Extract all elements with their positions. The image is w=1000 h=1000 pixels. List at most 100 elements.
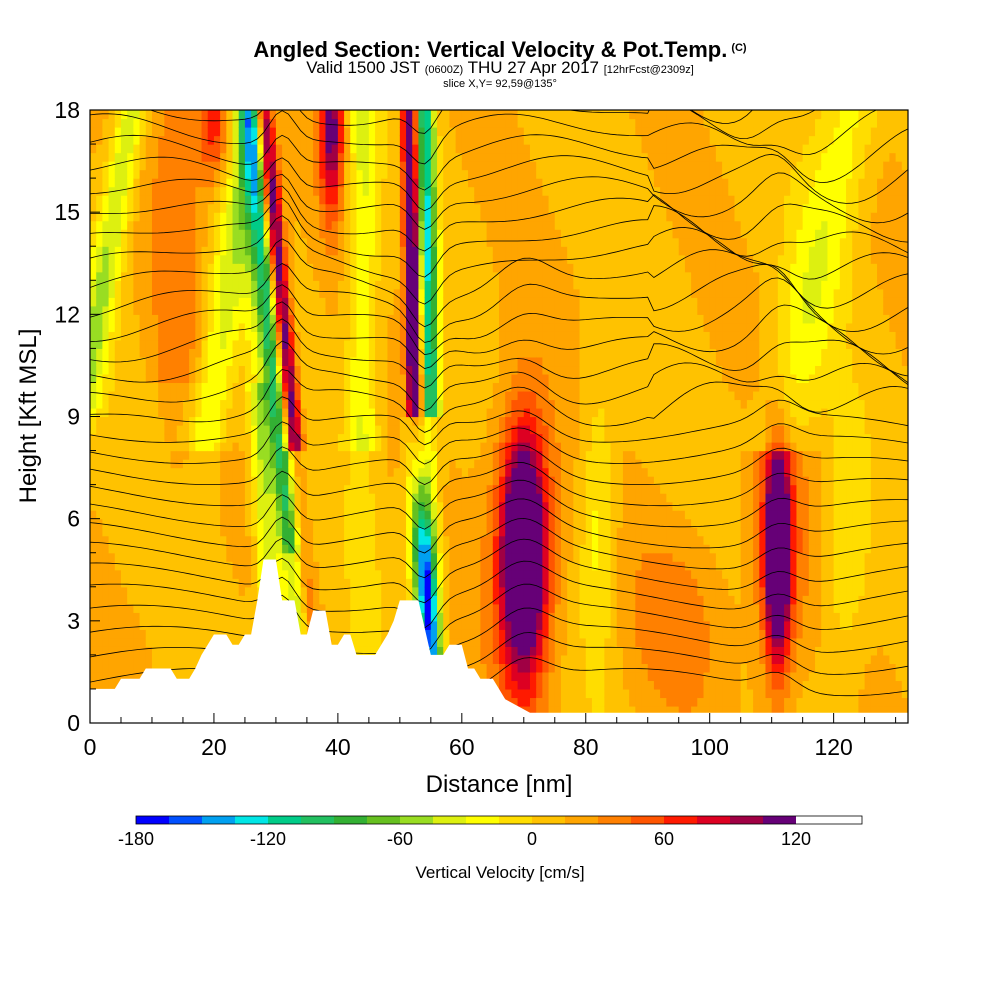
field-cell <box>505 365 512 375</box>
field-cell <box>505 161 512 171</box>
field-cell <box>387 527 395 537</box>
field-cell <box>96 229 103 239</box>
field-cell <box>189 510 196 520</box>
field-cell <box>114 595 122 605</box>
field-cell <box>102 382 110 392</box>
field-cell <box>275 467 283 477</box>
field-cell <box>108 399 116 409</box>
field-cell <box>108 637 116 647</box>
field-cell <box>189 195 196 205</box>
field-cell <box>368 416 376 426</box>
field-cell <box>213 212 221 222</box>
field-cell <box>331 603 339 613</box>
field-cell <box>368 561 376 571</box>
field-cell <box>381 425 389 435</box>
field-cell <box>486 612 494 622</box>
field-cell <box>406 178 413 188</box>
field-cell <box>505 501 512 511</box>
field-cell <box>362 467 370 477</box>
field-cell <box>213 365 221 375</box>
field-cell <box>275 561 283 571</box>
field-cell <box>213 476 221 486</box>
field-cell <box>381 314 389 324</box>
field-cell <box>102 203 110 213</box>
field-cell <box>139 663 147 673</box>
field-cell <box>313 416 320 426</box>
field-cell <box>480 663 488 673</box>
field-cell <box>139 629 147 639</box>
field-cell <box>505 595 512 605</box>
field-cell <box>461 484 469 494</box>
field-cell <box>164 382 172 392</box>
field-cell <box>226 620 234 630</box>
field-cell <box>257 382 265 392</box>
field-cell <box>133 569 141 579</box>
field-cell <box>127 144 134 154</box>
field-cell <box>306 416 314 426</box>
field-cell <box>288 373 296 384</box>
field-cell <box>232 552 240 562</box>
field-cell <box>313 314 320 324</box>
field-cell <box>294 152 302 162</box>
field-cell <box>418 484 426 494</box>
field-cell <box>449 186 457 196</box>
field-cell <box>356 254 364 264</box>
field-cell <box>244 510 252 520</box>
field-cell <box>325 425 333 435</box>
field-cell <box>127 433 134 443</box>
field-cell <box>232 356 240 367</box>
field-cell <box>238 314 246 324</box>
field-cell <box>461 450 469 460</box>
field-cell <box>133 671 141 682</box>
field-cell <box>127 450 134 460</box>
field-cell <box>244 569 252 579</box>
field-cell <box>362 297 370 307</box>
field-cell <box>90 237 97 247</box>
field-cell <box>412 484 420 494</box>
field-cell <box>102 680 110 690</box>
field-cell <box>114 271 122 281</box>
field-cell <box>505 544 512 554</box>
field-cell <box>511 382 519 392</box>
field-cell <box>499 629 506 639</box>
field-cell <box>269 305 277 315</box>
field-cell <box>257 467 265 477</box>
field-cell <box>151 527 159 537</box>
field-cell <box>102 569 110 579</box>
field-cell <box>393 527 401 537</box>
field-cell <box>375 144 382 154</box>
field-cell <box>176 161 184 171</box>
field-cell <box>114 203 122 213</box>
field-cell <box>244 280 252 290</box>
field-cell <box>356 288 364 298</box>
field-cell <box>151 637 159 647</box>
field-cell <box>474 331 482 341</box>
field-cell <box>344 390 351 401</box>
field-cell <box>232 212 240 222</box>
field-cell <box>201 399 209 409</box>
field-cell <box>282 501 289 511</box>
field-cell <box>151 322 159 332</box>
field-cell <box>182 271 190 281</box>
field-cell <box>300 314 308 324</box>
field-cell <box>511 127 519 137</box>
field-cell <box>133 663 141 673</box>
field-cell <box>393 297 401 307</box>
field-cell <box>170 314 178 324</box>
field-cell <box>362 442 370 452</box>
field-cell <box>443 237 451 247</box>
field-cell <box>387 152 395 162</box>
field-cell <box>189 305 196 315</box>
field-cell <box>127 629 134 639</box>
field-cell <box>207 629 215 639</box>
field-cell <box>151 646 159 656</box>
field-cell <box>325 467 333 477</box>
field-cell <box>96 518 103 528</box>
field-cell <box>96 118 103 128</box>
field-cell <box>189 603 196 613</box>
field-cell <box>511 390 519 401</box>
field-cell <box>368 297 376 307</box>
field-cell <box>461 127 469 137</box>
field-cell <box>120 612 128 622</box>
field-cell <box>170 118 178 128</box>
